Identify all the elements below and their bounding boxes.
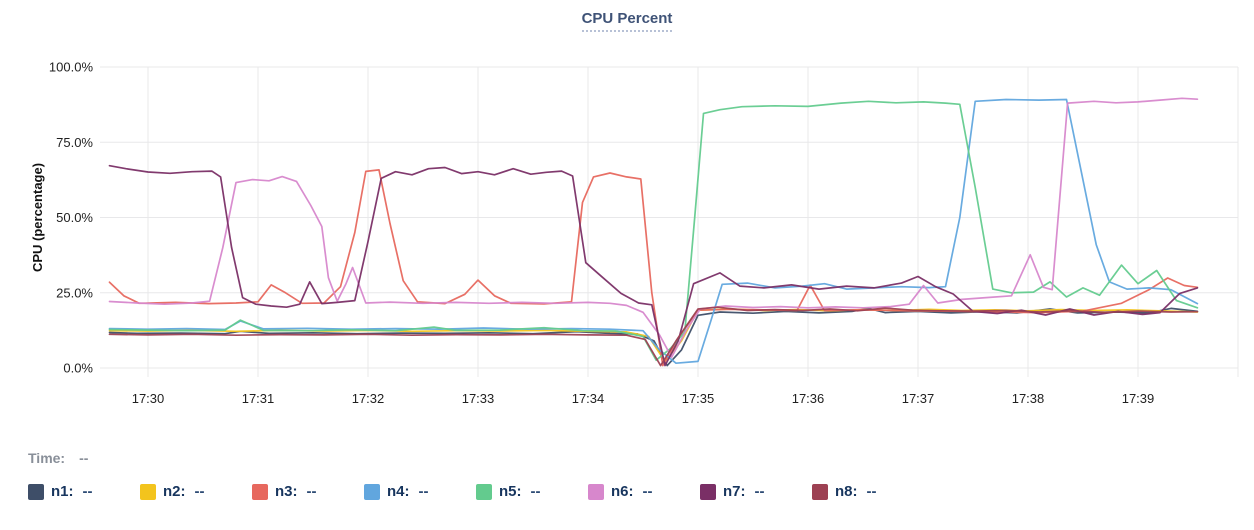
x-tick-label: 17:32 [352, 391, 385, 406]
time-label: Time: [28, 450, 66, 466]
legend-value: -- [530, 483, 541, 500]
y-tick-label: 100.0% [49, 60, 94, 75]
series-line-n1[interactable] [108, 307, 1199, 367]
legend-label: n2: [163, 483, 186, 500]
x-tick-label: 17:35 [682, 391, 715, 406]
legend-swatch-n2 [140, 483, 156, 500]
legend-swatch-n3 [252, 483, 268, 500]
cpu-percent-chart[interactable]: 0.0% 25.0% 50.0% 75.0% 100.0% 17:30 17:31 17:32… [0, 30, 1254, 430]
legend-value: -- [866, 483, 877, 500]
series-line-n8[interactable] [108, 306, 1199, 367]
legend-label: n3: [275, 483, 298, 500]
legend-swatch-n5 [476, 483, 492, 500]
chart-title[interactable]: CPU Percent [581, 10, 673, 32]
legend-swatch-n6 [588, 483, 604, 500]
legend-swatch-n1 [28, 483, 44, 500]
x-tick-label: 17:33 [462, 391, 495, 406]
legend-value: -- [306, 483, 317, 500]
legend-item-n3[interactable]: n3: -- [252, 483, 364, 500]
legend-swatch-n7 [700, 483, 716, 500]
legend-label: n4: [387, 483, 410, 500]
legend-item-n8[interactable]: n8: -- [812, 483, 924, 500]
legend-swatch-n8 [812, 483, 828, 500]
legend-item-n5[interactable]: n5: -- [476, 483, 588, 500]
series-line-n3[interactable] [108, 169, 1199, 367]
legend-value: -- [82, 483, 93, 500]
legend-swatch-n4 [364, 483, 380, 500]
legend-item-n7[interactable]: n7: -- [700, 483, 812, 500]
legend-label: n5: [499, 483, 522, 500]
x-tick-label: 17:34 [572, 391, 605, 406]
y-tick-label: 0.0% [63, 361, 93, 376]
x-tick-label: 17:31 [242, 391, 275, 406]
legend-value: -- [642, 483, 653, 500]
y-tick-label: 50.0% [56, 210, 93, 225]
legend-label: n6: [611, 483, 634, 500]
legend-value: -- [418, 483, 429, 500]
legend-label: n1: [51, 483, 74, 500]
time-readout: Time: -- [28, 450, 88, 466]
y-tick-label: 25.0% [56, 285, 93, 300]
x-tick-label: 17:30 [132, 391, 165, 406]
legend-label: n7: [723, 483, 746, 500]
series-line-n6[interactable] [108, 97, 1199, 359]
time-value: -- [79, 450, 89, 466]
x-tick-label: 17:39 [1122, 391, 1155, 406]
x-tick-label: 17:37 [902, 391, 935, 406]
chart-legend: n1: -- n2: -- n3: -- n4: -- n5: -- n6: -- n7: -- n8: -- [28, 483, 1244, 500]
x-tick-label: 17:36 [792, 391, 825, 406]
legend-item-n1[interactable]: n1: -- [28, 483, 140, 500]
legend-label: n8: [835, 483, 858, 500]
y-tick-label: 75.0% [56, 135, 93, 150]
legend-value: -- [754, 483, 765, 500]
legend-value: -- [194, 483, 205, 500]
legend-item-n4[interactable]: n4: -- [364, 483, 476, 500]
legend-item-n6[interactable]: n6: -- [588, 483, 700, 500]
legend-item-n2[interactable]: n2: -- [140, 483, 252, 500]
x-tick-label: 17:38 [1012, 391, 1045, 406]
series-line-n5[interactable] [108, 100, 1199, 362]
y-axis-title: CPU (percentage) [30, 163, 45, 272]
series-line-n4[interactable] [108, 98, 1199, 365]
chart-title-row: CPU Percent [0, 10, 1254, 32]
